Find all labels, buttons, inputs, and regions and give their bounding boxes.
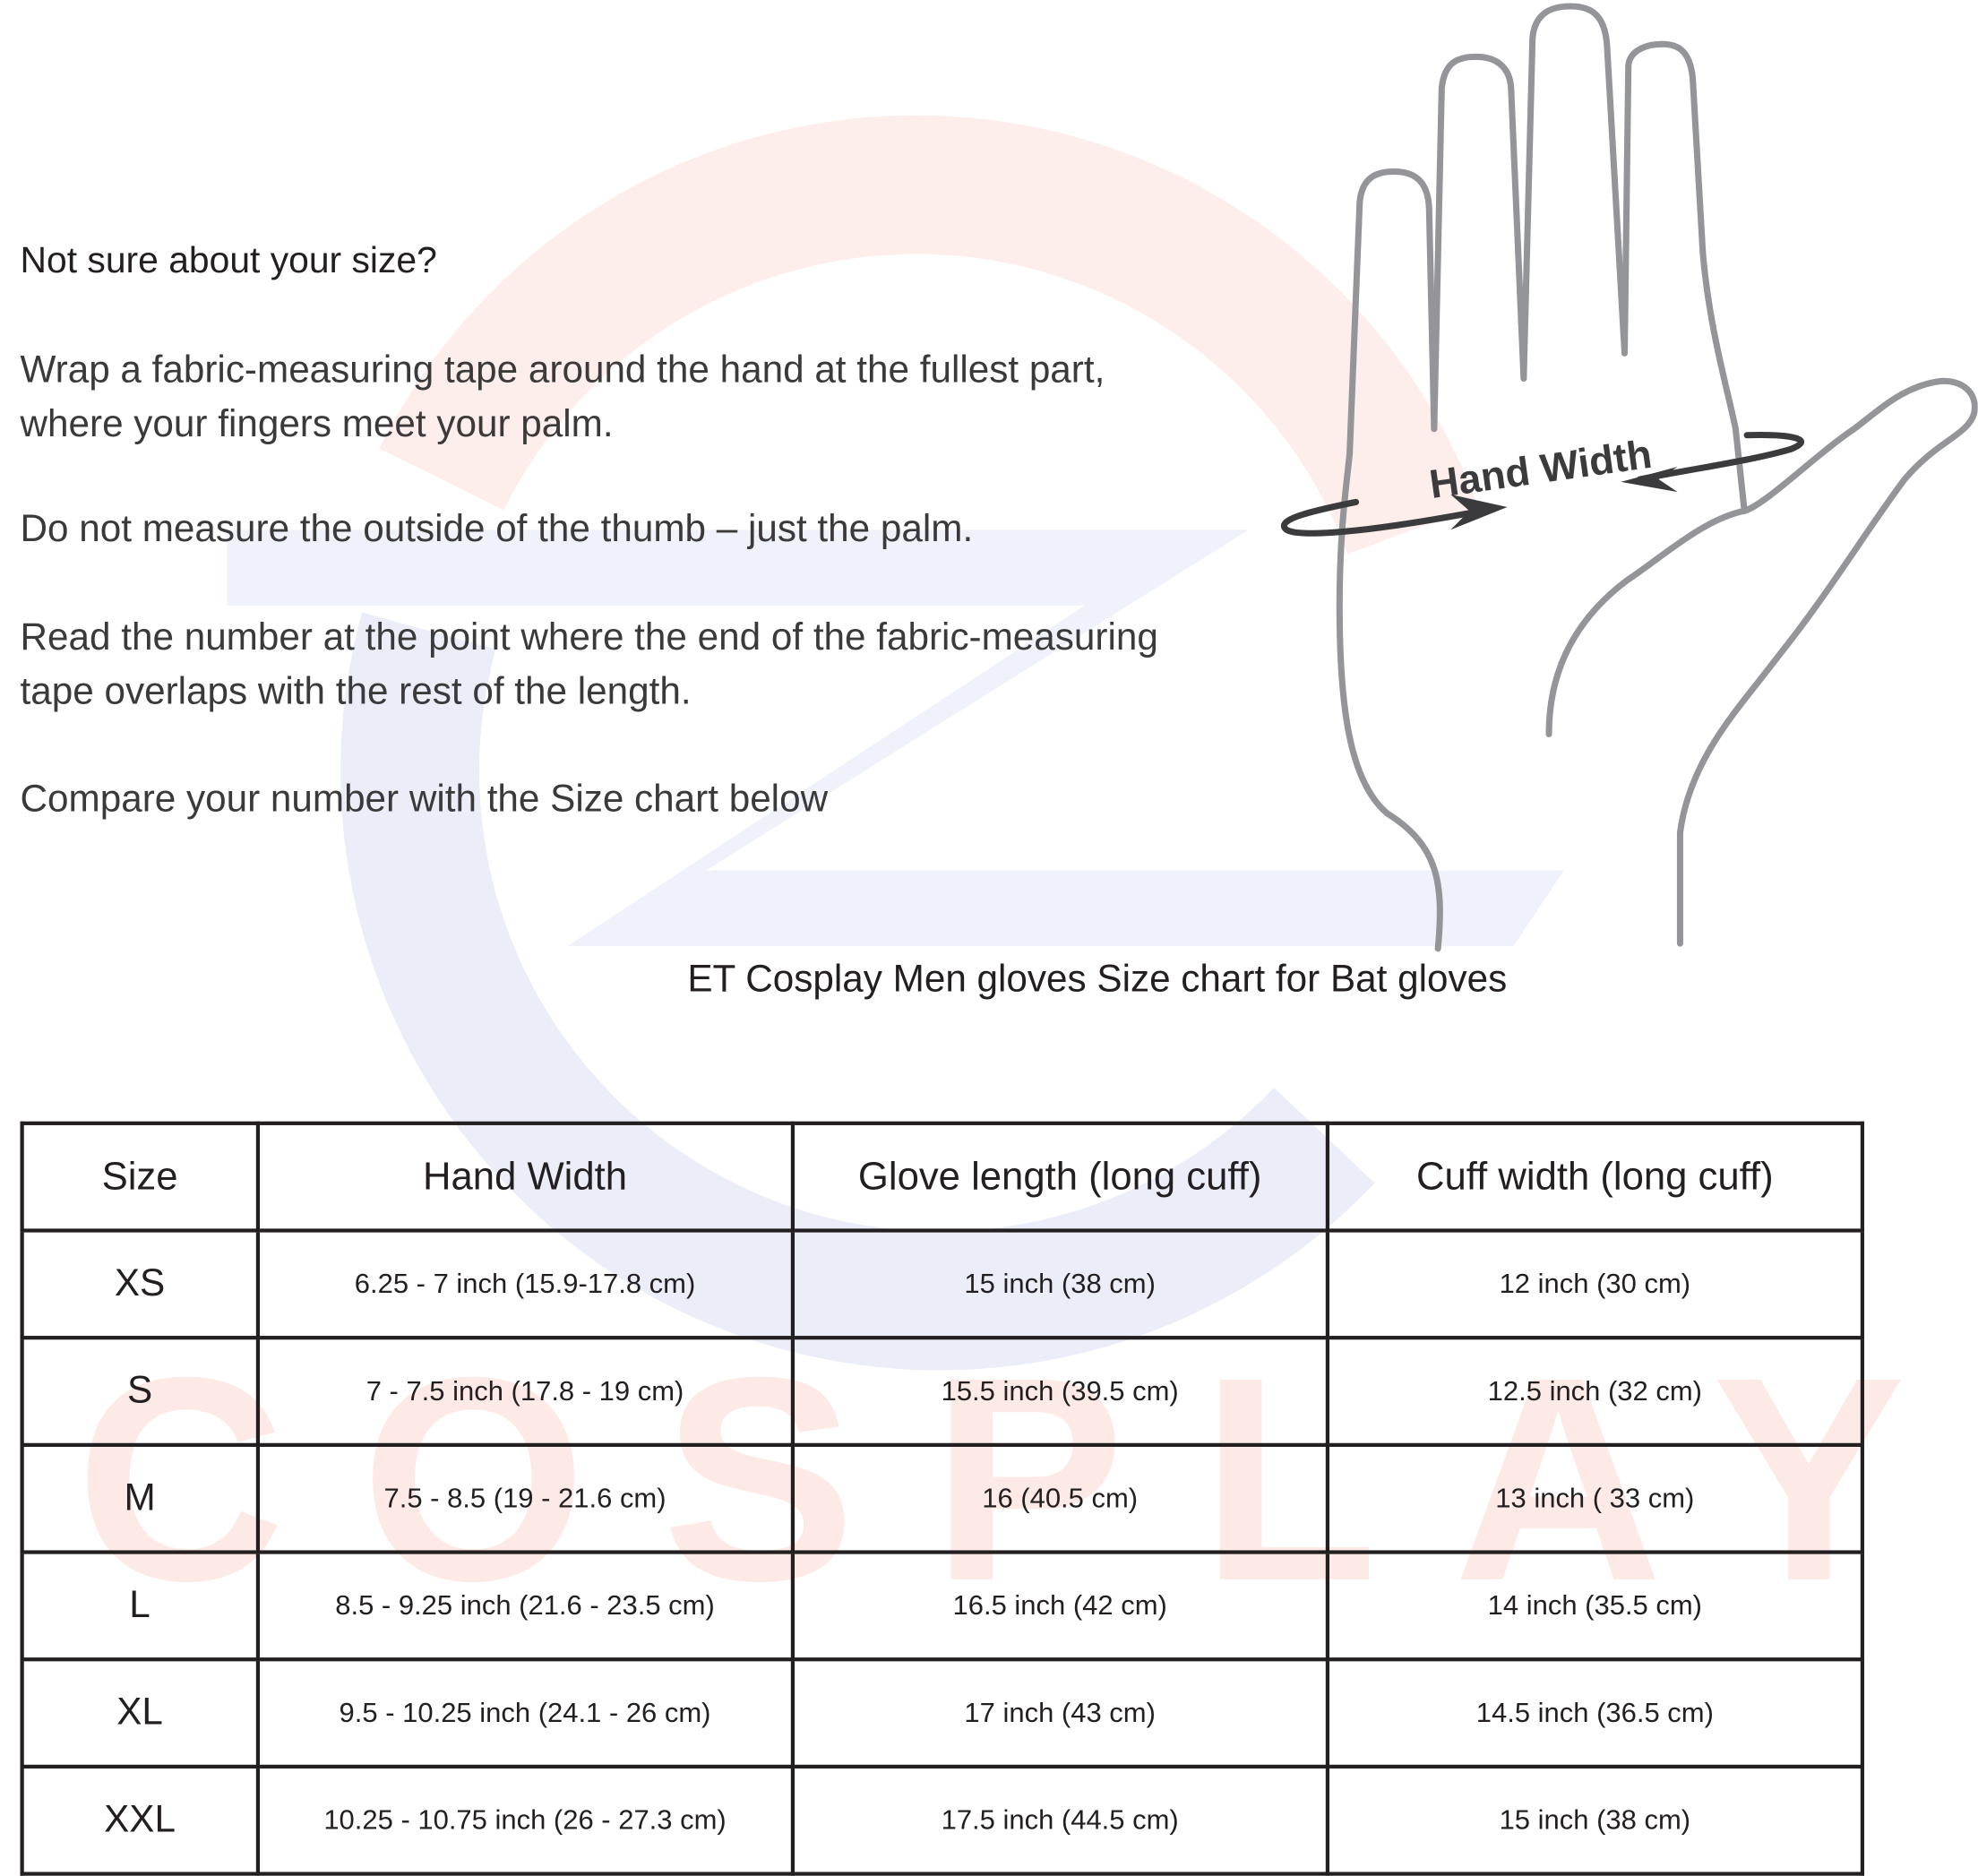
cell-glove-length: 15 inch (38 cm) [790,1228,1329,1340]
cell-hand-width: 10.25 - 10.75 inch (26 - 27.3 cm) [255,1764,795,1876]
table-row: XXL 10.25 - 10.75 inch (26 - 27.3 cm) 17.5… [20,1764,1865,1876]
cell-cuff-width: 13 inch ( 33 cm) [1325,1442,1865,1554]
cell-cuff-width: 14 inch (35.5 cm) [1325,1550,1865,1662]
cell-cuff-width: 14.5 inch (36.5 cm) [1325,1657,1865,1769]
cell-cuff-width: 12.5 inch (32 cm) [1325,1336,1865,1447]
header-cuff-width: Cuff width (long cuff) [1325,1121,1865,1233]
instruction-line: tape overlaps with the rest of the lengt… [20,671,692,713]
cell-hand-width: 8.5 - 9.25 inch (21.6 - 23.5 cm) [255,1550,795,1662]
instruction-wrap-tape: Wrap a fabric-measuring tape around the … [21,343,1105,452]
cell-size: L [20,1550,260,1662]
cell-cuff-width: 15 inch (38 cm) [1325,1764,1865,1876]
cell-cuff-width: 12 inch (30 cm) [1325,1228,1865,1340]
header-size: Size [20,1121,260,1233]
table-row: XL 9.5 - 10.25 inch (24.1 - 26 cm) 17 inch… [20,1657,1865,1769]
table-row: XS 6.25 - 7 inch (15.9-17.8 cm) 15 inch (3… [20,1228,1865,1340]
cell-size: XXL [20,1764,260,1876]
cell-size: S [20,1336,260,1447]
instruction-line: Wrap a fabric-measuring tape around the … [20,349,1105,392]
cell-glove-length: 16 (40.5 cm) [790,1442,1329,1554]
cell-hand-width: 7 - 7.5 inch (17.8 - 19 cm) [255,1336,795,1447]
header-glove-length: Glove length (long cuff) [790,1121,1329,1233]
hand-width-label: Hand Width [1426,431,1654,507]
table-header-row: Size Hand Width Glove length (long cuff)… [20,1121,1865,1233]
table-row: M 7.5 - 8.5 (19 - 21.6 cm) 16 (40.5 cm) 13 … [20,1442,1865,1554]
instruction-thumb: Do not measure the outside of the thumb … [20,508,974,550]
cell-hand-width: 9.5 - 10.25 inch (24.1 - 26 cm) [255,1657,795,1769]
instruction-line: where your fingers meet your palm. [20,403,614,446]
size-question: Not sure about your size? [20,240,437,281]
cell-size: M [20,1442,260,1554]
cell-hand-width: 6.25 - 7 inch (15.9-17.8 cm) [255,1228,795,1340]
hand-outline-icon: Hand Width [1281,3,1978,952]
cell-size: XL [20,1657,260,1769]
cell-glove-length: 17.5 inch (44.5 cm) [790,1764,1329,1876]
instruction-compare: Compare your number with the Size chart … [20,778,829,821]
instruction-line: Read the number at the point where the e… [20,616,1158,658]
chart-title: ET Cosplay Men gloves Size chart for Bat… [687,959,1508,1001]
table-row: L 8.5 - 9.25 inch (21.6 - 23.5 cm) 16.5 in… [20,1550,1865,1662]
cell-size: XS [20,1228,260,1340]
header-hand-width: Hand Width [255,1121,795,1233]
size-chart-table: Size Hand Width Glove length (long cuff)… [20,1121,1865,1876]
cell-glove-length: 15.5 inch (39.5 cm) [790,1336,1329,1447]
cell-glove-length: 16.5 inch (42 cm) [790,1550,1329,1662]
cell-glove-length: 17 inch (43 cm) [790,1657,1329,1769]
cell-hand-width: 7.5 - 8.5 (19 - 21.6 cm) [255,1442,795,1554]
instruction-read-number: Read the number at the point where the e… [21,610,1158,719]
